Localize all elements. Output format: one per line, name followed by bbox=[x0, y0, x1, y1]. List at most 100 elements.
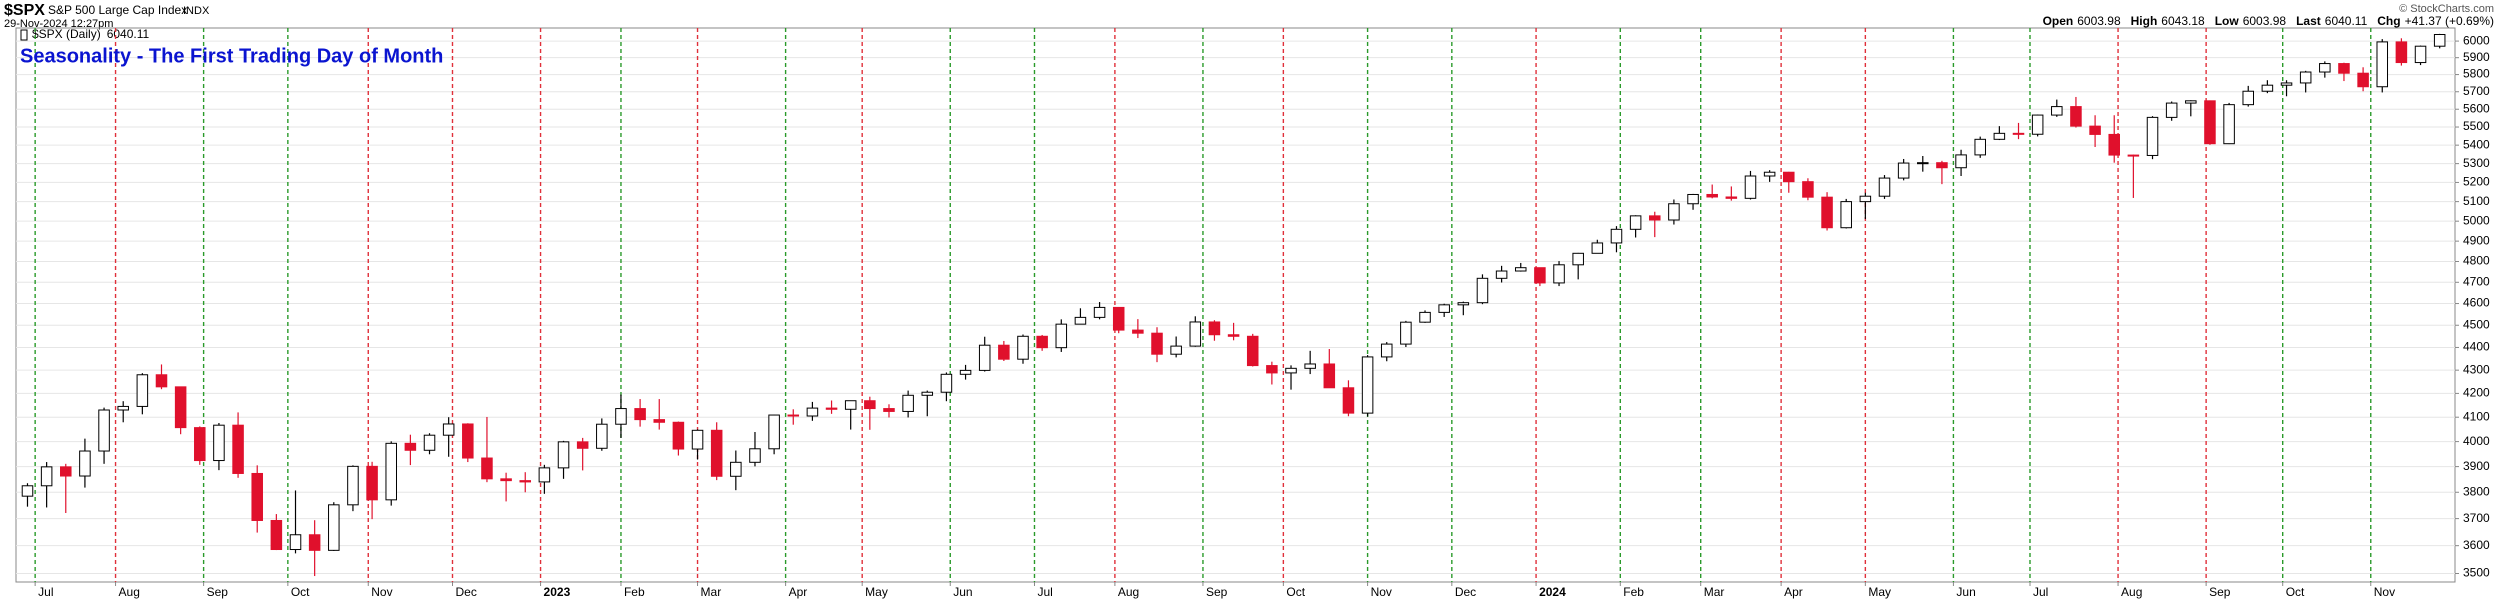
x-tick-label: Jul bbox=[2033, 585, 2048, 599]
x-tick-label: Nov bbox=[371, 585, 392, 599]
candle-body bbox=[1476, 277, 1489, 304]
candle-body bbox=[442, 423, 455, 436]
candle-body bbox=[672, 421, 685, 450]
candle-body bbox=[1955, 154, 1967, 169]
candle-body bbox=[1304, 363, 1316, 369]
candle-body bbox=[2280, 82, 2293, 86]
candle-body bbox=[1917, 162, 1929, 165]
x-tick-label: Jun bbox=[953, 585, 972, 599]
candle-body bbox=[2338, 63, 2350, 74]
x-tick-label: Nov bbox=[1371, 585, 1392, 599]
y-tick-label: 5400 bbox=[2463, 137, 2490, 151]
candle-body bbox=[404, 442, 417, 451]
candle-body bbox=[1648, 215, 1661, 221]
month-lines-layer bbox=[34, 28, 2372, 586]
quote-label: Last bbox=[2296, 14, 2321, 28]
x-tick-label: Dec bbox=[455, 585, 476, 599]
x-tick-label: Jul bbox=[38, 585, 53, 599]
x-tick-label: Apr bbox=[1784, 585, 1803, 599]
y-tick-label: 5600 bbox=[2463, 101, 2490, 115]
candle-body bbox=[1553, 264, 1565, 284]
candle-body bbox=[1706, 193, 1718, 198]
candle-body bbox=[21, 485, 34, 497]
candle-body bbox=[1610, 228, 1623, 244]
quote-label: High bbox=[2131, 14, 2158, 28]
x-tick-label: Mar bbox=[701, 585, 722, 599]
candle-body bbox=[883, 408, 895, 412]
candle-body bbox=[787, 414, 800, 417]
candle-body bbox=[576, 441, 589, 449]
candle-body bbox=[1993, 132, 2006, 140]
candle-body bbox=[1055, 323, 1068, 349]
candle-body bbox=[596, 423, 608, 449]
candle-body bbox=[653, 419, 666, 423]
y-tick-label: 3800 bbox=[2463, 484, 2490, 498]
y-tick-label: 4100 bbox=[2463, 409, 2490, 423]
candle-body bbox=[308, 534, 321, 551]
x-tick-label: Sep bbox=[2209, 585, 2231, 599]
candle-body bbox=[155, 374, 168, 388]
x-tick-label: Sep bbox=[207, 585, 229, 599]
candle-body bbox=[1189, 321, 1202, 347]
candle-body bbox=[2223, 104, 2235, 145]
candle-body bbox=[1074, 316, 1087, 325]
candle-body bbox=[98, 409, 110, 452]
grid-layer bbox=[16, 40, 2459, 574]
candle-body bbox=[1342, 387, 1355, 414]
copyright: © StockCharts.com bbox=[2399, 3, 2494, 15]
quote-label: Chg bbox=[2377, 14, 2400, 28]
candle-body bbox=[2070, 106, 2082, 127]
candle-body bbox=[1897, 162, 1910, 179]
candle-body bbox=[1859, 195, 1872, 203]
candle-body bbox=[519, 480, 532, 483]
y-tick-label: 3900 bbox=[2463, 459, 2490, 473]
candle-body bbox=[1974, 138, 1986, 156]
candle-body bbox=[2433, 34, 2446, 47]
candles-layer bbox=[21, 33, 2446, 577]
candle-body bbox=[615, 408, 627, 425]
candle-body bbox=[959, 369, 972, 375]
quote-value: 6043.18 bbox=[2161, 14, 2205, 28]
candle-body bbox=[251, 472, 263, 521]
y-tick-label: 5200 bbox=[2463, 175, 2490, 189]
candle-body bbox=[462, 423, 474, 459]
candle-body bbox=[2376, 41, 2389, 88]
y-tick-label: 4500 bbox=[2463, 317, 2490, 331]
candle-body bbox=[174, 386, 187, 429]
candle-body bbox=[1400, 321, 1412, 345]
candle-body bbox=[825, 407, 838, 410]
candle-body bbox=[136, 374, 149, 407]
candle-body bbox=[710, 429, 723, 477]
candle-body bbox=[730, 461, 742, 477]
candle-body bbox=[749, 448, 761, 463]
x-tick-label: Feb bbox=[1623, 585, 1644, 599]
candle-body bbox=[40, 466, 53, 487]
candle-body bbox=[1132, 329, 1144, 334]
candle-body bbox=[1495, 270, 1508, 279]
instrument-name: S&P 500 Large Cap Index bbox=[48, 3, 187, 17]
candle-body bbox=[117, 405, 129, 411]
candle-body bbox=[557, 441, 570, 469]
candle-body bbox=[1687, 193, 1699, 205]
candle-body bbox=[2051, 106, 2063, 116]
candle-body bbox=[423, 434, 436, 451]
candle-body bbox=[289, 534, 302, 551]
candle-body bbox=[385, 442, 397, 501]
y-tick-label: 4800 bbox=[2463, 254, 2490, 268]
candle-body bbox=[940, 373, 953, 393]
y-tick-label: 5500 bbox=[2463, 119, 2490, 133]
candle-body bbox=[2185, 100, 2197, 104]
candle-body bbox=[1878, 177, 1891, 197]
y-tick-label: 5300 bbox=[2463, 156, 2490, 170]
x-tick-label: Mar bbox=[1704, 585, 1725, 599]
quote-value: 6040.11 bbox=[2325, 14, 2368, 28]
candle-body bbox=[1151, 332, 1163, 355]
candle-body bbox=[1438, 304, 1450, 313]
candle-body bbox=[1285, 367, 1297, 374]
chart-title: Seasonality - The First Trading Day of M… bbox=[20, 45, 443, 67]
quote-label: Low bbox=[2215, 14, 2240, 28]
candle-body bbox=[1246, 335, 1259, 367]
y-tick-label: 5700 bbox=[2463, 84, 2490, 98]
